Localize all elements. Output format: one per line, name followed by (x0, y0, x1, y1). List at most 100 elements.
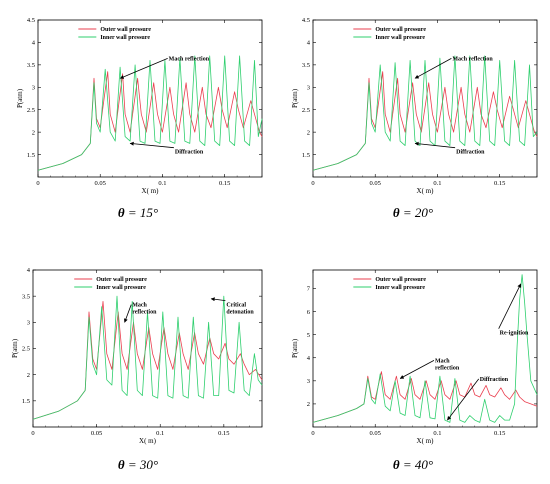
x-axis-label: X( m) (417, 437, 435, 445)
x-tick-label: 0.1 (433, 180, 441, 187)
plot-frame (37, 19, 263, 178)
chart-svg: 0 0.05 0.1 0.15 1.5 2 2.5 3 3.5 4 4.5 X( m) P(atm) Ou… (16, 17, 263, 195)
chart-panel-theta-15: 0 0.05 0.1 0.15 1.5 2 2.5 3 3.5 4 4.5 X( m) P(atm) Ou… (0, 0, 275, 242)
annotation-line: Diffraction (175, 150, 204, 156)
y-tick-label: 2 (307, 401, 310, 408)
x-tick-label: 0.15 (218, 430, 229, 437)
chart-caption: θ = 30° (63, 457, 213, 473)
legend-label: Outer wall pressure (100, 27, 151, 33)
x-tick-label: 0.1 (156, 430, 164, 437)
annotation-arrow (414, 141, 456, 149)
x-tick-label: 0.15 (219, 180, 230, 187)
legend-label: Inner wall pressure (96, 285, 146, 291)
annotation-label: Diffraction (175, 150, 204, 156)
x-tick-label: 0 (31, 430, 34, 437)
annotation-line: reflection (435, 365, 460, 371)
x-tick-label: 0 (311, 430, 314, 437)
legend-label: Outer wall pressure (375, 277, 426, 283)
chart-svg: 0 0.05 0.1 0.15 1.5 2 2.5 3 3.5 4 4.5 X( m) P(atm) Ou… (291, 17, 538, 195)
annotation-line: Mach (435, 358, 450, 364)
caption-symbol: θ (392, 457, 400, 472)
x-tick-label: 0 (36, 180, 39, 187)
y-tick-label: 4 (27, 267, 31, 274)
y-tick-label: 6 (307, 309, 311, 316)
caption-value: = 30° (124, 457, 159, 472)
chart-caption: θ = 20° (338, 205, 488, 221)
y-tick-label: 4 (32, 40, 36, 47)
y-tick-label: 4.5 (27, 17, 35, 24)
chart-caption: θ = 15° (63, 205, 213, 221)
annotation-arrow (210, 297, 226, 302)
x-tick-label: 0.1 (433, 430, 441, 437)
y-tick-label: 2 (32, 129, 35, 136)
x-tick-label: 0.15 (494, 180, 505, 187)
annotation-arrow (414, 58, 452, 79)
annotation-line: detonation (226, 310, 254, 316)
annotation-label: Re-ignition (500, 331, 529, 337)
annotation-label: Mach reflection (132, 303, 157, 316)
annotation-line: Mach reflection (169, 56, 210, 62)
caption-value: = 20° (399, 205, 434, 220)
caption-symbol: θ (392, 205, 400, 220)
annotation-label: Mach reflection (435, 358, 460, 371)
annotation-label: Diffraction (456, 150, 485, 156)
chart-svg: 0 0.05 0.1 0.15 2 3 4 5 6 7 X( m) P(atm) Outer wall … (291, 269, 538, 445)
annotation-line: Diffraction (456, 150, 485, 156)
y-tick-label: 4 (307, 355, 311, 362)
annotation-line: Mach reflection (452, 56, 493, 62)
x-axis-label: X( m) (142, 187, 160, 195)
chart-panel-theta-30: 0 0.05 0.1 0.15 1.5 2 2.5 3 3.5 4 X( m) P(atm) Outer… (0, 242, 275, 484)
y-tick-label: 2.5 (302, 107, 310, 114)
caption-symbol: θ (117, 457, 125, 472)
series-line-inner (312, 55, 538, 171)
series-line-inner (37, 55, 263, 171)
annotation-arrow (447, 378, 480, 421)
caption-symbol: θ (117, 205, 125, 220)
y-tick-label: 2 (27, 372, 30, 379)
y-tick-label: 3 (27, 320, 30, 327)
legend-label: Outer wall pressure (375, 27, 426, 33)
y-tick-label: 1.5 (302, 152, 310, 159)
series-line-inner (32, 295, 263, 420)
annotation-line: Re-ignition (500, 331, 529, 337)
chart-panel-theta-20: 0 0.05 0.1 0.15 1.5 2 2.5 3 3.5 4 4.5 X( m) P(atm) Ou… (275, 0, 550, 242)
y-tick-label: 3 (307, 84, 310, 91)
plot-frame (32, 269, 263, 428)
chart-svg: 0 0.05 0.1 0.15 1.5 2 2.5 3 3.5 4 X( m) P(atm) Outer… (11, 267, 263, 445)
chart-caption: θ = 40° (338, 457, 488, 473)
legend-label: Inner wall pressure (100, 35, 150, 41)
y-tick-label: 2.5 (27, 107, 35, 114)
annotation-line: Diffraction (480, 377, 509, 383)
chart-panel-theta-40: 0 0.05 0.1 0.15 2 3 4 5 6 7 X( m) P(atm) Outer wall … (275, 242, 550, 484)
y-tick-label: 4 (307, 40, 311, 47)
y-tick-label: 3.5 (27, 62, 35, 69)
y-tick-label: 2.5 (22, 346, 30, 353)
annotation-label: Diffraction (480, 377, 509, 383)
annotation-arrow (119, 58, 168, 79)
legend-label: Outer wall pressure (96, 277, 147, 283)
annotation-arrow (129, 141, 174, 149)
legend-label: Inner wall pressure (375, 35, 425, 41)
legend-label: Inner wall pressure (375, 285, 425, 291)
y-tick-label: 2 (307, 129, 310, 136)
x-tick-label: 0 (311, 180, 314, 187)
x-tick-label: 0.05 (91, 430, 102, 437)
y-axis-label: P(atm) (291, 88, 299, 108)
y-tick-label: 1.5 (27, 152, 35, 159)
annotation-line: Mach (132, 303, 147, 309)
series-line-inner (312, 274, 538, 423)
y-tick-label: 3.5 (22, 293, 30, 300)
annotation-arrow (498, 283, 522, 329)
x-tick-label: 0.1 (158, 180, 166, 187)
x-tick-label: 0.05 (95, 180, 106, 187)
y-axis-label: P(atm) (16, 88, 24, 108)
y-tick-label: 3.5 (302, 62, 310, 69)
annotation-line: reflection (132, 310, 157, 316)
annotation-label: Mach reflection (452, 56, 493, 62)
caption-value: = 40° (399, 457, 434, 472)
y-tick-label: 5 (307, 332, 310, 339)
annotation-arrow (399, 360, 435, 379)
x-axis-label: X( m) (417, 187, 435, 195)
x-tick-label: 0.05 (370, 430, 381, 437)
y-tick-label: 7 (307, 286, 311, 293)
